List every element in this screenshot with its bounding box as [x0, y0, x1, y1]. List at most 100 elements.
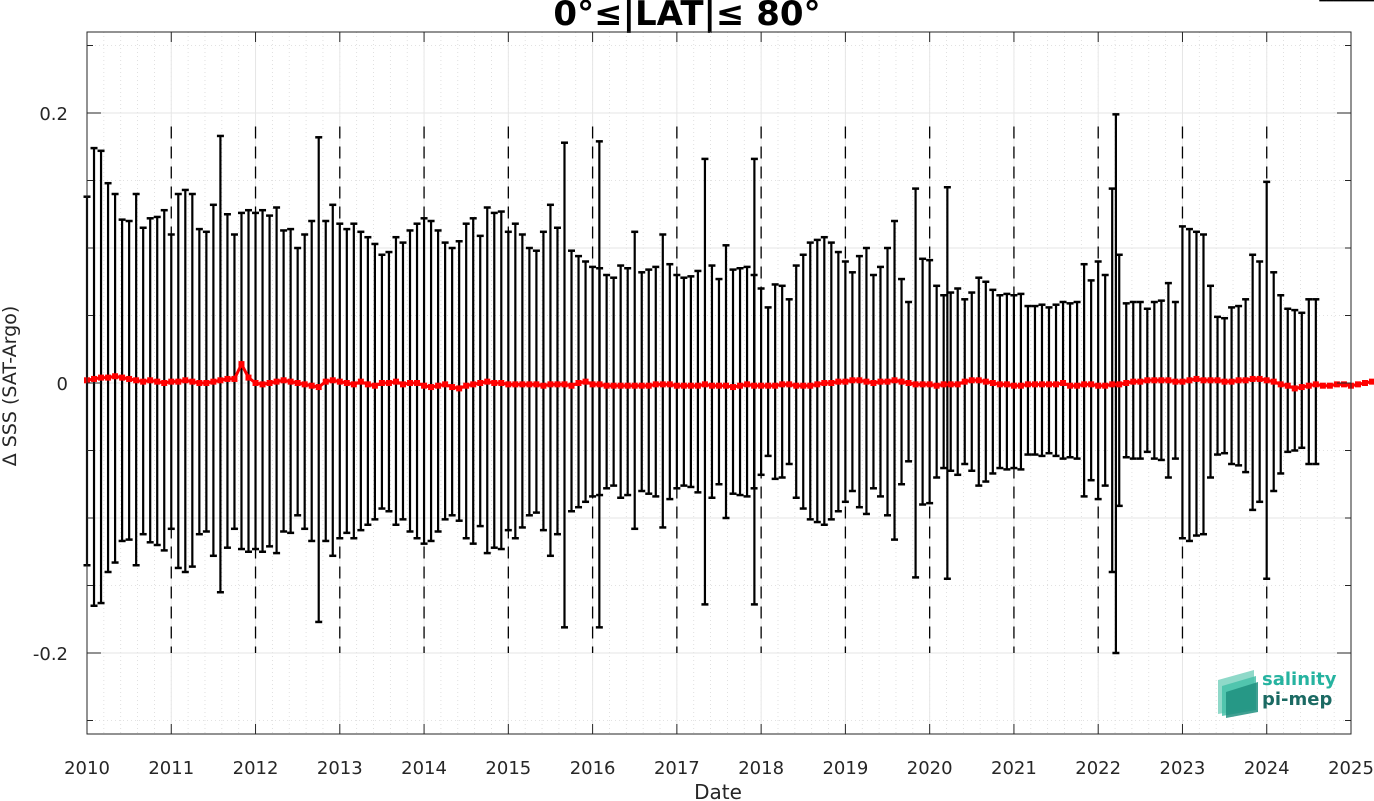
mean-point [133, 377, 140, 384]
mean-point [1179, 378, 1186, 385]
mean-point [126, 375, 133, 382]
logo-text: salinity pi-mep [1262, 670, 1337, 710]
x-tick-label: 2023 [1160, 758, 1206, 779]
mean-point [666, 381, 673, 388]
x-tick-labels: 2010 2011 2012 2013 2014 2015 2016 2017 2018 2019… [64, 758, 1374, 779]
mean-point [554, 381, 561, 388]
mean-point [933, 382, 940, 389]
mean-point [196, 380, 203, 386]
mean-point [1270, 378, 1277, 385]
mean-point [308, 382, 315, 389]
mean-point [1277, 381, 1284, 388]
x-tick-label: 2018 [738, 758, 784, 779]
chart-title: 0°≤|LAT|≤ 80° [553, 0, 821, 34]
mean-point [807, 382, 814, 389]
mean-point [421, 382, 428, 389]
mean-point [1305, 382, 1312, 389]
x-tick-label: 2011 [148, 758, 194, 779]
mean-point [414, 380, 421, 386]
mean-point [1067, 382, 1074, 389]
mean-point [701, 381, 708, 388]
mean-point [1017, 382, 1024, 389]
mean-point [1081, 381, 1088, 388]
mean-point [758, 382, 765, 389]
mean-point [919, 381, 926, 388]
mean-point [1053, 381, 1060, 388]
mean-point [91, 375, 98, 382]
mean-point [1214, 377, 1221, 384]
mean-point [1137, 378, 1144, 385]
mean-point [547, 381, 554, 388]
mean-point [336, 378, 343, 385]
mean-point [392, 378, 399, 385]
mean-point [1031, 381, 1038, 388]
mean-point [512, 381, 519, 388]
mean-point [926, 381, 933, 388]
mean-point [961, 378, 968, 385]
mean-point [371, 382, 378, 389]
mean-point [140, 378, 147, 385]
logo-wave-icon [1218, 670, 1258, 718]
mean-point [1060, 380, 1067, 386]
mean-point [856, 377, 863, 384]
x-tick-label: 2012 [233, 758, 279, 779]
mean-point [98, 374, 105, 381]
mean-point [175, 378, 182, 385]
mean-point [1010, 382, 1017, 389]
mean-point [1088, 381, 1095, 388]
mean-point [786, 381, 793, 388]
mean-point [456, 385, 463, 392]
mean-point [779, 381, 786, 388]
mean-point [870, 380, 877, 386]
mean-point [266, 380, 273, 386]
mean-point [1130, 378, 1137, 385]
mean-point [245, 374, 252, 381]
logo-line-2: pi-mep [1262, 689, 1333, 710]
mean-point [1144, 377, 1151, 384]
mean-point [322, 378, 329, 385]
mean-point [540, 382, 547, 389]
mean-point [989, 380, 996, 386]
y-tick-labels: -0.2 0 0.2 [33, 104, 68, 665]
x-tick-label: 2017 [654, 758, 700, 779]
mean-point [477, 380, 484, 386]
mean-point [1102, 382, 1109, 389]
mean-point [147, 377, 154, 384]
mean-point [1312, 381, 1319, 388]
mean-point [301, 381, 308, 388]
mean-point [947, 381, 954, 388]
mean-point [1354, 381, 1361, 388]
mean-point [575, 380, 582, 386]
x-tick-label: 2014 [401, 758, 447, 779]
mean-point [582, 378, 589, 385]
mean-point [1038, 381, 1045, 388]
mean-point [624, 382, 631, 389]
mean-point [526, 381, 533, 388]
mean-point [737, 382, 744, 389]
mean-point [231, 375, 238, 382]
mean-point [1151, 377, 1158, 384]
mean-point [498, 380, 505, 386]
mean-point [1186, 377, 1193, 384]
mean-point [814, 381, 821, 388]
mean-point [1333, 381, 1340, 388]
mean-point [680, 382, 687, 389]
axes [86, 31, 1352, 735]
mean-point [912, 381, 919, 388]
mean-point [842, 378, 849, 385]
mean-point [1256, 375, 1263, 382]
mean-point [772, 382, 779, 389]
mean-point [1109, 381, 1116, 388]
mean-point [1200, 377, 1207, 384]
mean-point [217, 377, 224, 384]
mean-point [168, 378, 175, 385]
mean-point [722, 382, 729, 389]
mean-point [449, 384, 456, 391]
mean-point [1046, 381, 1053, 388]
mean-point [1319, 382, 1326, 389]
mean-point [273, 378, 280, 385]
y-tick-label: -0.2 [33, 644, 68, 665]
mean-point [1291, 385, 1298, 392]
mean-point [1242, 377, 1249, 384]
mean-point [252, 380, 259, 386]
